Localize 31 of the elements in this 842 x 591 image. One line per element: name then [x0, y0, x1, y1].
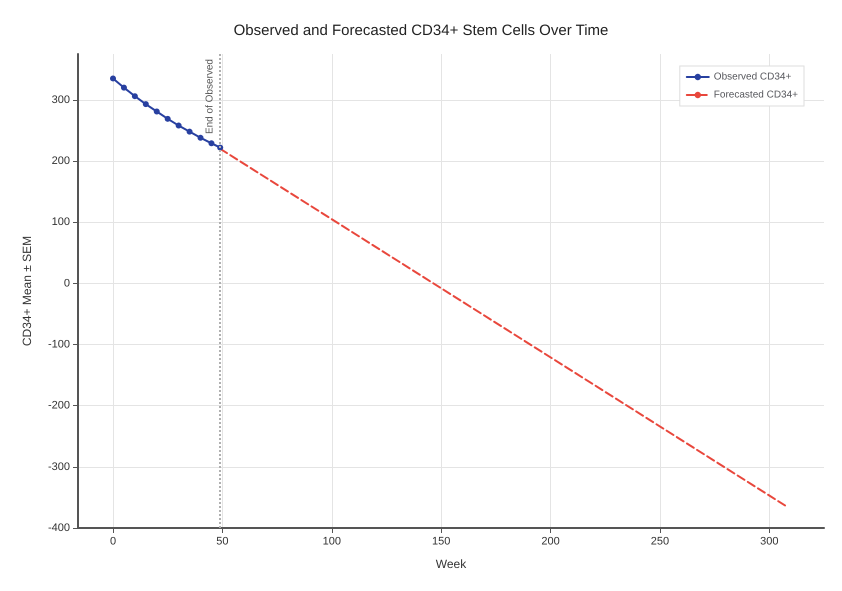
point: [142, 101, 149, 108]
legend-label: Observed CD34+: [714, 72, 792, 82]
x-tick-label: 0: [110, 536, 116, 548]
x-tick-label: 100: [322, 536, 341, 548]
point: [164, 116, 171, 122]
x-tick-label: 300: [760, 536, 778, 548]
y-tick-label: -200: [48, 400, 70, 412]
y-tick-label: 100: [52, 216, 70, 228]
point: [120, 84, 127, 91]
point: [132, 93, 138, 100]
x-tick-label: 250: [650, 536, 670, 548]
y-tick-label: 200: [52, 155, 70, 168]
point: [198, 134, 204, 141]
x-tick-label: 50: [216, 536, 229, 548]
y-tick-label: -400: [48, 522, 70, 534]
point: [208, 140, 214, 146]
y-tick-label: -300: [48, 460, 70, 473]
point: [176, 122, 182, 129]
point: [110, 75, 116, 82]
y-tick-label: -100: [48, 338, 70, 351]
point: [154, 108, 160, 114]
legend-label: Forecasted CD34+: [714, 90, 798, 100]
y-tick-label: 0: [64, 277, 70, 290]
x-tick-label: 150: [432, 536, 450, 548]
y-axis-title: CD34+ Mean ± SEM: [20, 236, 34, 346]
y-tick-label: 300: [52, 94, 70, 106]
x-axis-title: Week: [436, 557, 468, 571]
point: [186, 128, 193, 135]
ref-line-label: End of Observed: [204, 59, 216, 134]
chart-title: Observed and Forecasted CD34+ Stem Cells Over Time: [234, 22, 608, 39]
x-tick-label: 200: [541, 536, 560, 548]
